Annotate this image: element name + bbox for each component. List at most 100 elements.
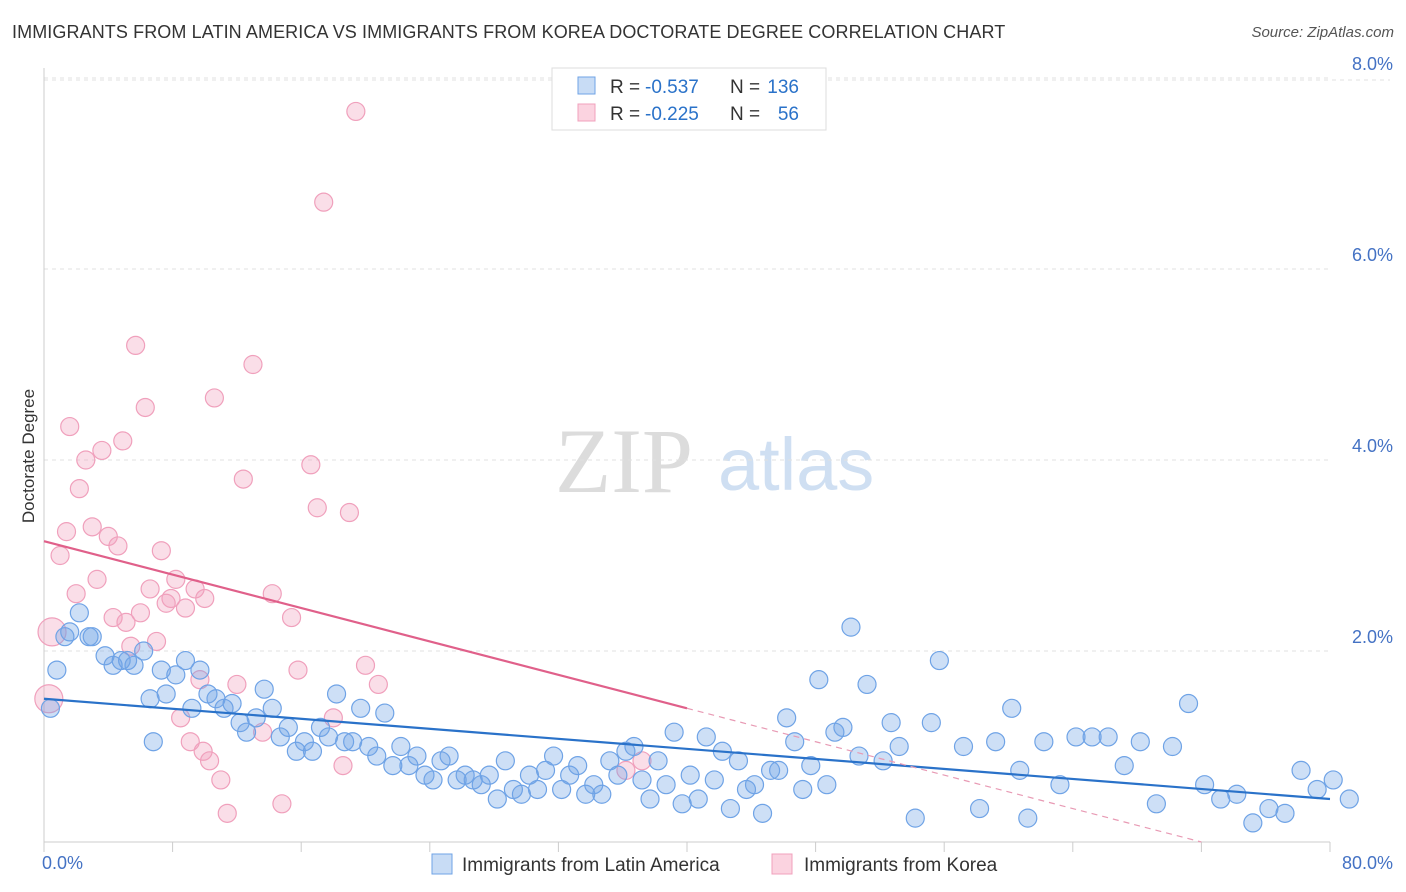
latam-point (407, 746, 427, 766)
chart-title: IMMIGRANTS FROM LATIN AMERICA VS IMMIGRA… (12, 22, 1006, 42)
latam-point (728, 751, 749, 771)
watermark-atlas: atlas (718, 423, 874, 506)
latam-point (1010, 760, 1030, 780)
latam-point (40, 698, 61, 718)
series-legend: Immigrants from Latin America Immigrants… (431, 853, 998, 876)
latam-point (423, 770, 443, 790)
latam-point (375, 703, 395, 723)
latam-point (704, 770, 724, 790)
y-tick-label: 6.0% (1352, 245, 1393, 265)
latam-point (262, 698, 282, 718)
latam-point (568, 755, 588, 776)
latam-point (592, 784, 612, 804)
y-tick-label: 2.0% (1352, 627, 1393, 647)
korea-point (233, 469, 253, 489)
latam-point (1178, 693, 1199, 714)
korea-point (146, 631, 167, 652)
korea-point (180, 732, 200, 752)
latam-point (156, 684, 176, 704)
y-tick-label: 4.0% (1352, 436, 1393, 456)
latam-point (1227, 784, 1247, 804)
latam-point (905, 808, 925, 828)
korea-point (227, 674, 247, 695)
latam-point (302, 741, 323, 761)
latam-point (1066, 727, 1086, 747)
latam-point (648, 751, 668, 771)
latam-point (326, 684, 347, 704)
latam-point (953, 736, 974, 757)
latam-point (801, 755, 821, 776)
legend-swatch-korea (577, 103, 596, 122)
y-tick-label: 8.0% (1352, 54, 1393, 74)
latam-point (552, 779, 572, 800)
korea-point (195, 588, 215, 609)
latam-point (664, 722, 684, 742)
correlation-legend-box (551, 67, 827, 131)
latam-point (151, 660, 171, 680)
latam-point (696, 727, 716, 747)
latam-point (1130, 732, 1150, 752)
korea-point (632, 751, 652, 771)
korea-point (339, 502, 360, 523)
latam-point (793, 779, 813, 800)
korea-point (50, 545, 70, 566)
korea-point (126, 335, 146, 355)
legend-n-value-latam: 136 (767, 77, 799, 98)
latam-point (222, 693, 242, 714)
latam-point (1018, 808, 1038, 828)
latam-point (1339, 789, 1359, 809)
korea-point (121, 636, 141, 656)
latam-point (134, 641, 154, 661)
latam-point (391, 736, 411, 757)
legend-r-label-korea: R = (610, 104, 640, 125)
latam-point (777, 708, 797, 728)
latam-point (1195, 775, 1215, 795)
latam-point (889, 736, 909, 757)
korea-point (113, 431, 133, 451)
latam-point (656, 775, 676, 795)
latam-point (111, 650, 131, 671)
korea-point (66, 584, 86, 604)
latam-point (535, 760, 556, 780)
latam-point (969, 798, 990, 819)
korea-point (130, 603, 151, 623)
regression-lines (43, 540, 1331, 843)
korea-point (116, 612, 136, 632)
latam-point (175, 650, 196, 671)
latam-point (278, 717, 298, 738)
latam-point (881, 713, 901, 733)
latam-point (921, 713, 941, 733)
korea-point (56, 522, 77, 542)
x-tick-label-max: 80.0% (1342, 853, 1393, 873)
korea-point (314, 192, 334, 212)
latam-point (1307, 779, 1327, 800)
korea-point (307, 498, 327, 518)
korea-point (92, 440, 112, 461)
korea-point (69, 479, 89, 499)
legend-n-label-korea: N = (730, 104, 760, 125)
latam-point (246, 708, 266, 728)
latam-point (1114, 755, 1134, 776)
latam-point (439, 746, 459, 766)
latam-point (1275, 803, 1295, 823)
latam-point (1211, 789, 1231, 809)
korea-point (346, 101, 366, 122)
legend-swatch-latam (577, 76, 596, 95)
latam-point (1034, 732, 1054, 752)
korea-point (151, 541, 171, 561)
korea-point (60, 416, 80, 437)
x-tick-label-min: 0.0% (42, 853, 83, 873)
korea-regression-line (43, 540, 688, 710)
series-legend-label-korea: Immigrants from Korea (804, 855, 998, 876)
korea-point (253, 722, 273, 742)
korea-point (140, 579, 160, 599)
latam-point (608, 765, 628, 785)
latam-point (69, 603, 89, 623)
latam-point (543, 746, 564, 766)
latam-point (744, 775, 765, 795)
latam-point (343, 732, 363, 752)
latam-point (318, 727, 339, 747)
latam-point (351, 698, 371, 718)
legend-r-value-korea: -0.225 (645, 104, 699, 125)
